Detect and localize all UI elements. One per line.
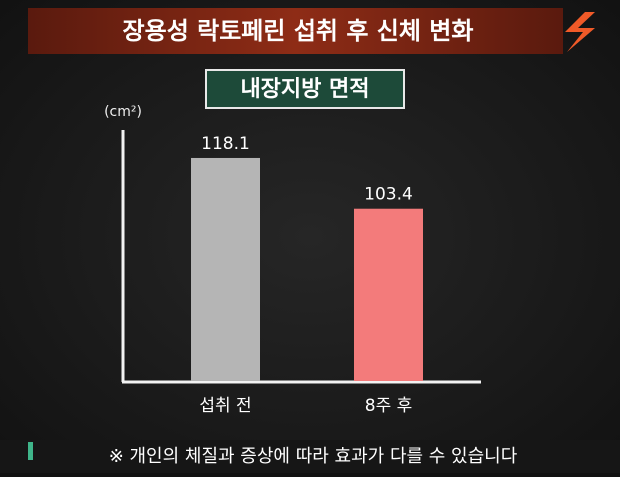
bar <box>354 208 423 381</box>
value-label: 103.4 <box>364 185 413 205</box>
chart-subtitle: 내장지방 면적 <box>240 77 369 102</box>
logo <box>565 12 595 52</box>
y-axis-label: (cm²) <box>104 104 142 120</box>
value-label: 118.1 <box>201 134 250 154</box>
footer-note: ※ 개인의 체질과 증상에 따라 효과가 다를 수 있습니다 <box>109 446 518 467</box>
footer-bar <box>0 440 620 473</box>
bar <box>191 157 260 381</box>
plot-area: 섭취 전 8주 후 118.1 103.4 <box>191 134 423 416</box>
x-tick-label: 8주 후 <box>365 396 413 416</box>
chart-title: 장용성 락토페린 섭취 후 신체 변화 <box>123 17 474 45</box>
title-banner <box>28 8 563 54</box>
subtitle-box <box>205 69 405 109</box>
x-tick-label: 섭취 전 <box>199 396 251 416</box>
footer-accent <box>28 442 33 460</box>
